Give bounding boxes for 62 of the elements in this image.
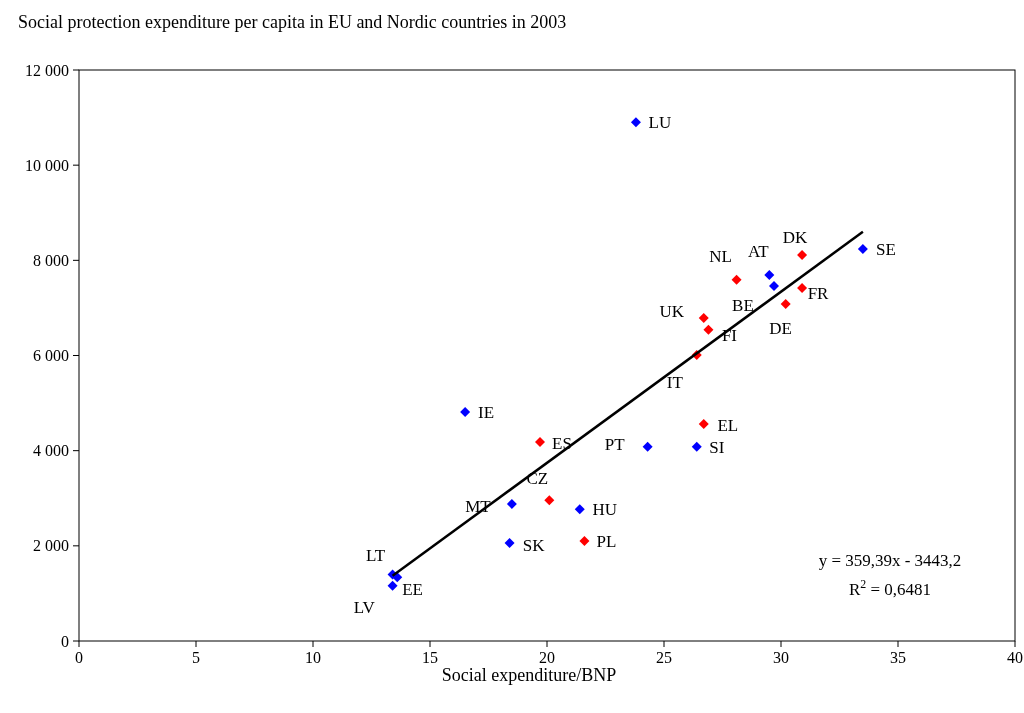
annotation: PT: [604, 434, 626, 454]
annotation: y = 359,39x - 3443,2: [818, 551, 962, 570]
annotation: HU: [592, 499, 618, 519]
y-tick-label: 0: [61, 632, 69, 650]
point: [506, 498, 517, 509]
point: [574, 504, 585, 515]
annotation: SI: [709, 437, 725, 457]
point: [534, 437, 545, 448]
x-tick-label: 40: [1007, 649, 1023, 666]
point: [460, 407, 471, 418]
point: [703, 324, 714, 335]
y-tick-label: 12 000: [25, 61, 69, 79]
point: [768, 281, 779, 292]
point: [731, 274, 742, 285]
annotation: FR: [807, 283, 830, 303]
annotation: AT: [747, 241, 770, 261]
y-tick-label: 2 000: [33, 537, 69, 555]
x-tick-label: 10: [305, 649, 321, 666]
point: [387, 580, 398, 591]
x-axis-title: Social expenditure/BNP: [441, 665, 617, 685]
annotation: LT: [365, 545, 386, 565]
point: [579, 536, 590, 547]
x-tick-label: 20: [539, 649, 555, 666]
annotation: EL: [717, 415, 739, 435]
x-tick-label: 0: [75, 649, 83, 666]
point: [698, 312, 709, 323]
point: [504, 537, 515, 548]
point: [797, 282, 808, 293]
x-tick-label: 35: [890, 649, 906, 666]
y-tick-label: 6 000: [33, 347, 69, 364]
annotation: SK: [522, 535, 546, 555]
point: [797, 250, 808, 261]
annotation: LU: [648, 112, 672, 132]
y-tick-label: 4 000: [33, 442, 69, 460]
x-tick-label: 15: [422, 649, 438, 666]
point: [630, 117, 641, 128]
point: [857, 243, 868, 254]
point: [691, 441, 702, 452]
annotation: LV: [353, 597, 376, 617]
annotation: R$^{2}$ = 0,6481: [848, 577, 932, 599]
annotation: PL: [596, 531, 617, 551]
point: [764, 270, 775, 281]
annotation: SE: [875, 239, 896, 259]
x-tick-label: 25: [656, 649, 672, 666]
annotation: IE: [478, 402, 495, 422]
point: [780, 299, 791, 310]
annotation: BE: [732, 295, 754, 315]
annotation: DK: [782, 227, 809, 247]
annotation: IT: [666, 372, 684, 392]
annotation: MT: [465, 496, 492, 516]
annotation: DE: [769, 318, 793, 338]
x-tick-label: 30: [773, 649, 789, 666]
y-tick-label: 10 000: [25, 156, 69, 174]
y-tick-label: 8 000: [33, 251, 69, 269]
point: [544, 495, 555, 506]
point: [698, 419, 709, 430]
annotation: UK: [659, 301, 685, 321]
x-tick-label: 5: [192, 649, 200, 666]
point: [642, 441, 653, 452]
annotation: NL: [709, 246, 732, 266]
chart-title: Social protection expenditure per capita in EU and Nordic countries in 2003: [18, 12, 567, 32]
annotation: EE: [402, 579, 423, 599]
